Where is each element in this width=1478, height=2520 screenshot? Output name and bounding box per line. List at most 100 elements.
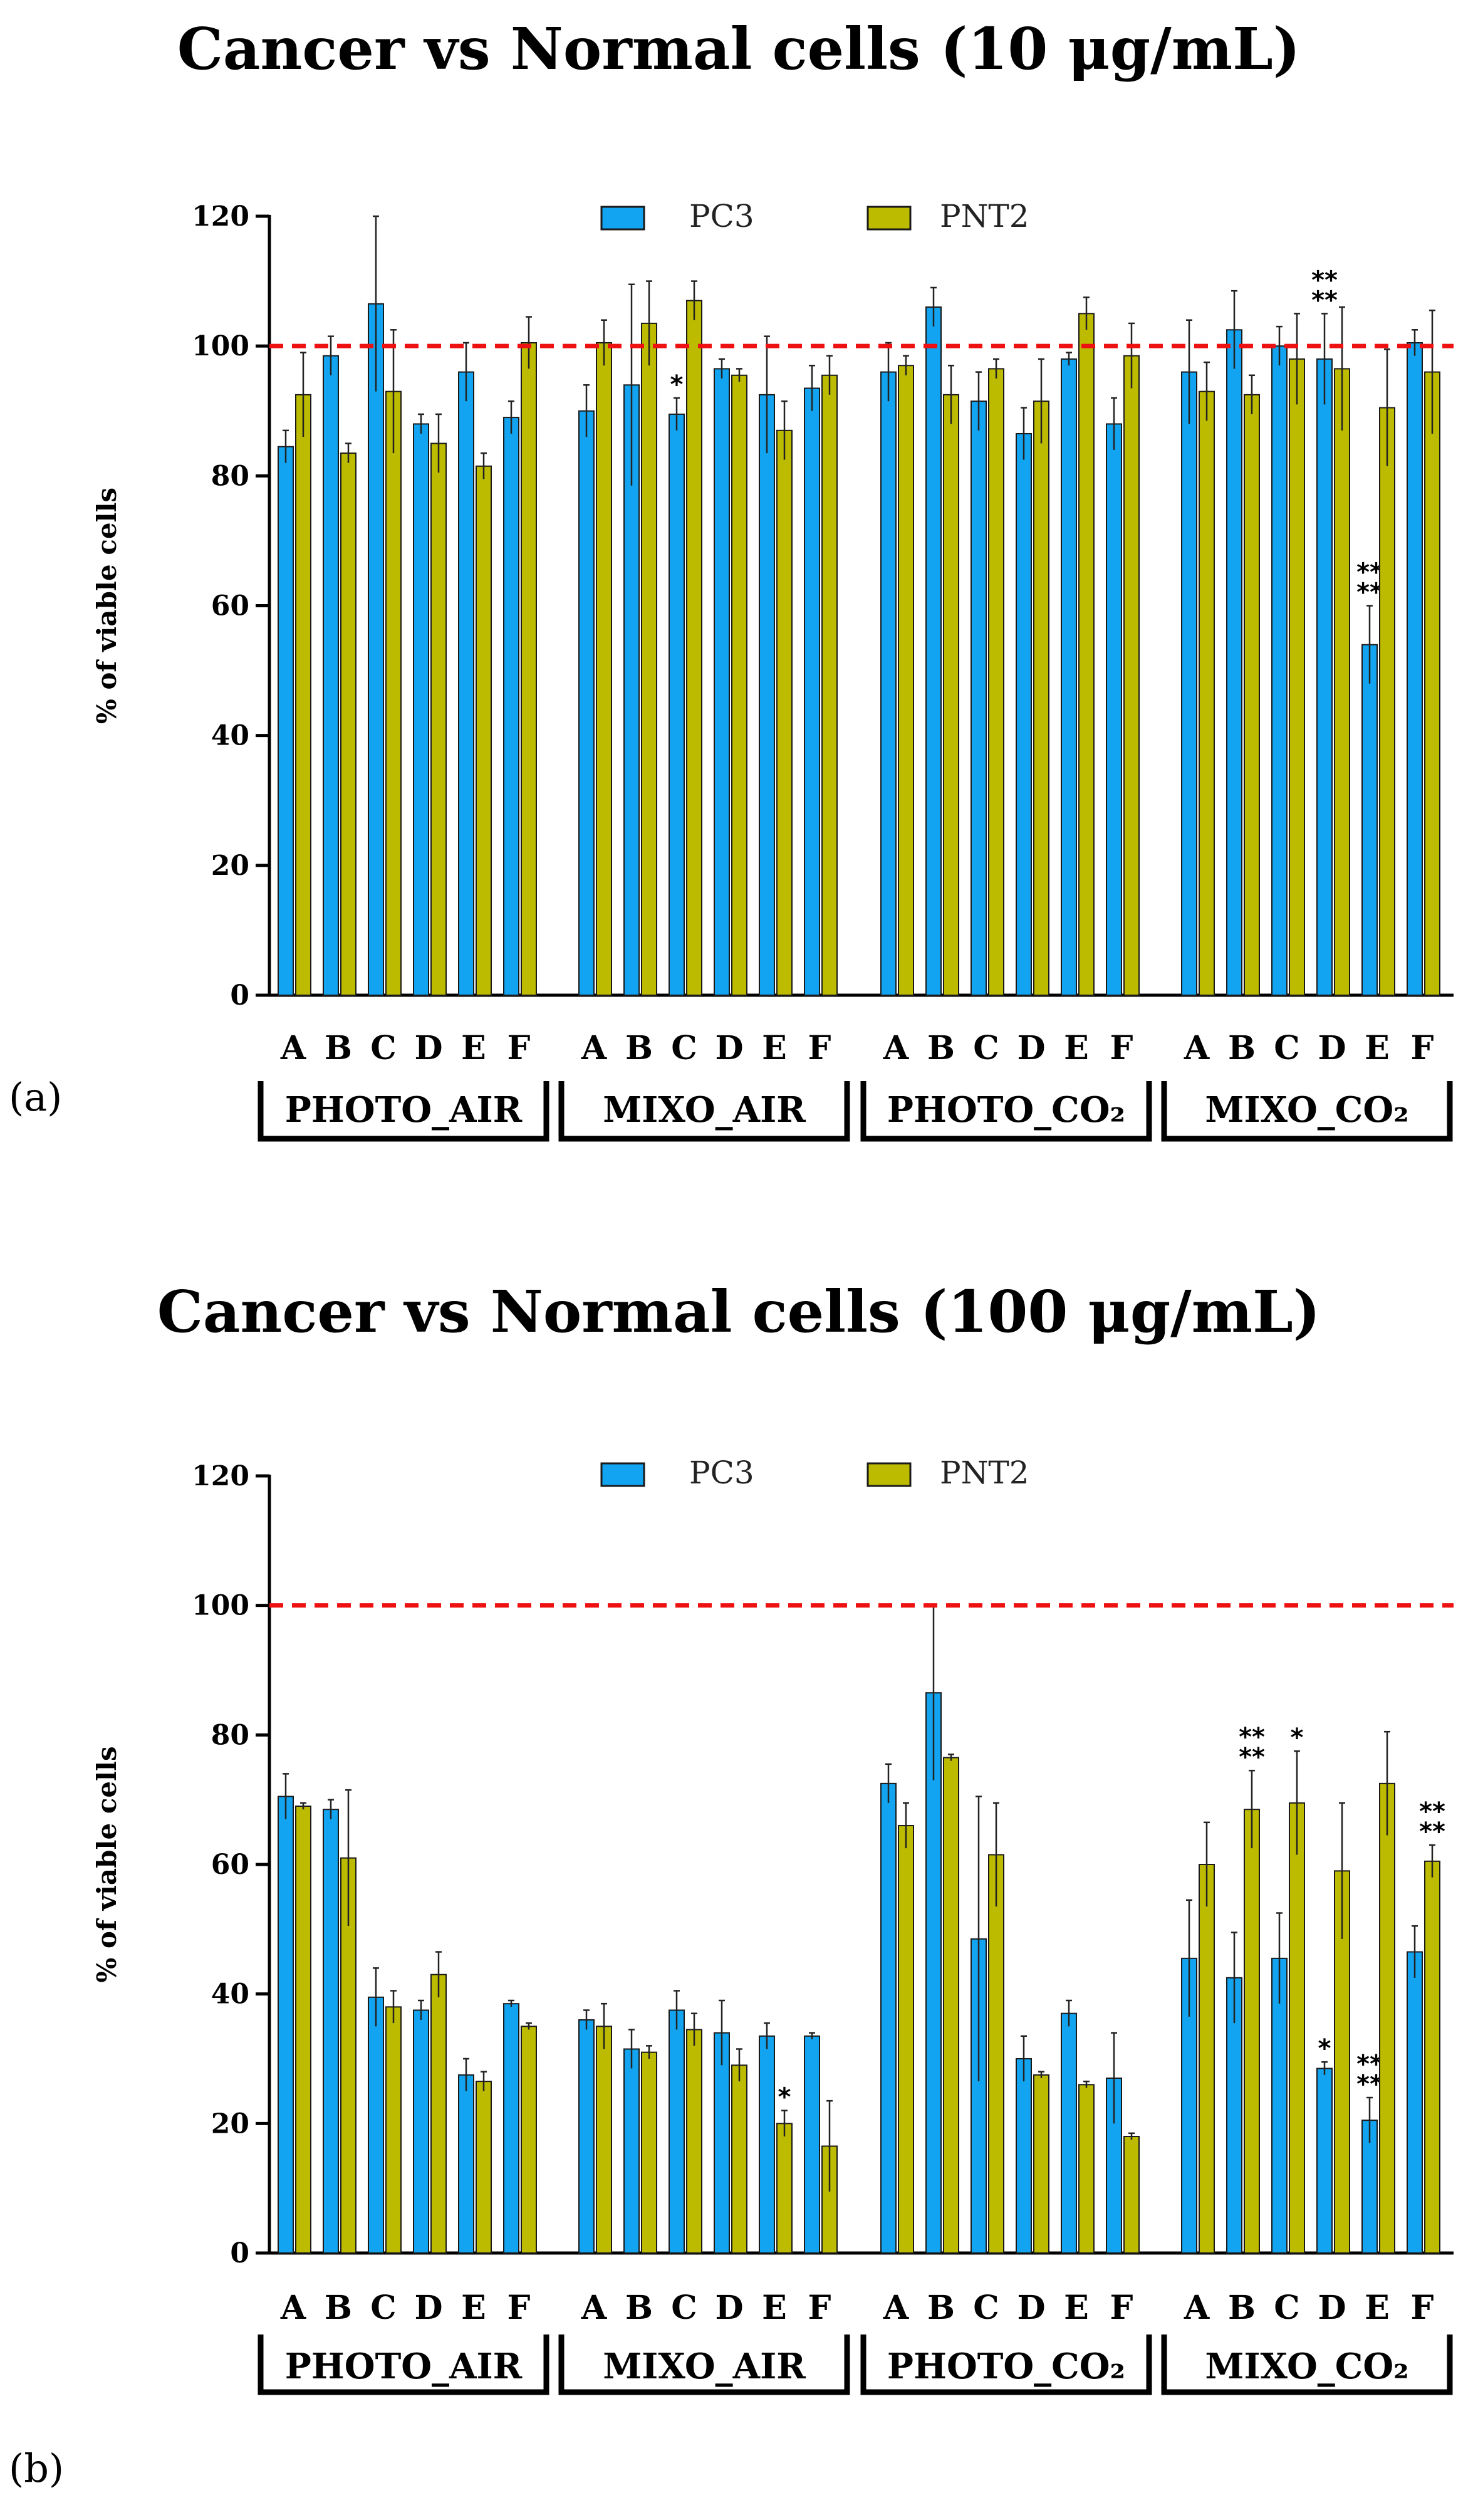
chart-title: Cancer vs Normal cells (10 μg/mL) <box>177 15 1301 83</box>
y-tick-label: 120 <box>192 201 249 233</box>
category-label: F <box>507 1029 531 1067</box>
bar-pc3 <box>578 2019 595 2254</box>
bar-pnt2 <box>1244 394 1260 996</box>
bar-pnt2 <box>731 374 747 996</box>
bar-pc3 <box>669 2009 685 2254</box>
category-label: C <box>671 2289 697 2327</box>
category-label: B <box>927 1029 955 1067</box>
group-bracket <box>860 1081 1152 1142</box>
significance-marker: ** <box>1419 1797 1445 1826</box>
category-label: B <box>927 2289 955 2327</box>
y-tick-label: 20 <box>211 850 249 882</box>
group-label: PHOTO_AIR <box>285 2346 523 2387</box>
group-bracket <box>860 2334 1152 2395</box>
significance-marker: * <box>778 2083 791 2112</box>
bar-pc3 <box>323 1809 339 2254</box>
category-label: B <box>325 2289 352 2327</box>
bar-pc3 <box>1061 2012 1077 2254</box>
bar-pc3 <box>1271 345 1288 996</box>
category-label: A <box>280 2289 306 2327</box>
y-tick-label: 80 <box>211 460 249 492</box>
bar-pnt2 <box>430 1974 447 2254</box>
category-label: E <box>762 2289 787 2327</box>
bar-pnt2 <box>686 2029 702 2254</box>
bar-pc3 <box>278 1796 294 2254</box>
group-label: MIXO_AIR <box>603 2346 806 2387</box>
y-axis-label: % of viable cells <box>91 1746 122 1982</box>
bar-pnt2 <box>596 2026 612 2254</box>
category-label: B <box>1228 1029 1256 1067</box>
bar-pc3 <box>880 1782 897 2254</box>
bar-pnt2 <box>1424 1860 1440 2254</box>
significance-marker: ** <box>1239 1743 1265 1772</box>
category-label: B <box>1228 2289 1256 2327</box>
category-label: E <box>1064 1029 1089 1067</box>
legend-swatch-pnt2 <box>867 1462 912 1487</box>
bar-pnt2 <box>1334 368 1350 996</box>
bar-pnt2 <box>776 429 793 996</box>
legend-swatch-pnt2 <box>867 206 912 231</box>
bar-pnt2 <box>988 1854 1004 2254</box>
bar-pc3 <box>759 2035 775 2254</box>
category-label: D <box>1318 1029 1346 1067</box>
significance-marker: ** <box>1356 2050 1383 2079</box>
bar-pc3 <box>1316 2068 1333 2254</box>
category-label: F <box>1411 1029 1434 1067</box>
legend-label-pc3: PC3 <box>689 1455 754 1491</box>
category-label: B <box>325 1029 352 1067</box>
bar-pnt2 <box>898 1825 914 2254</box>
category-label: E <box>762 1029 787 1067</box>
bar-pc3 <box>1106 423 1122 996</box>
bar-pnt2 <box>943 1757 959 2254</box>
significance-marker: ** <box>1419 1817 1445 1846</box>
significance-marker: ** <box>1356 578 1383 607</box>
category-label: C <box>973 2289 999 2327</box>
y-tick-label: 100 <box>192 1590 249 1622</box>
bar-pc3 <box>880 371 897 996</box>
category-label: F <box>1411 2289 1434 2327</box>
bar-pnt2 <box>340 452 356 996</box>
bar-pnt2 <box>1379 407 1395 996</box>
bar-pnt2 <box>731 2064 747 2254</box>
category-label: D <box>1318 2289 1346 2327</box>
y-tick-label: 80 <box>211 1719 249 1751</box>
bar-pc3 <box>971 400 987 996</box>
category-label: D <box>715 1029 743 1067</box>
y-tick-label: 60 <box>211 590 249 622</box>
bar-pc3 <box>623 384 640 996</box>
y-tick-label: 40 <box>211 1979 249 2010</box>
significance-marker: * <box>1318 2034 1331 2063</box>
category-label: B <box>625 2289 653 2327</box>
y-tick-label: 0 <box>230 980 249 1012</box>
category-label: E <box>461 1029 486 1067</box>
bar-pc3 <box>1016 2058 1032 2254</box>
category-label: C <box>370 2289 396 2327</box>
bar-pnt2 <box>1033 400 1049 996</box>
bar-pnt2 <box>430 442 447 996</box>
y-axis-label: % of viable cells <box>91 488 122 724</box>
category-label: F <box>507 2289 531 2327</box>
bar-pnt2 <box>1123 355 1140 996</box>
category-label: E <box>1365 2289 1390 2327</box>
group-bracket <box>1161 1081 1453 1142</box>
group-label: MIXO_CO₂ <box>1205 1089 1408 1131</box>
panel-label: (b) <box>9 2445 64 2491</box>
bar-pnt2 <box>1379 1782 1395 2254</box>
category-label: F <box>1110 2289 1133 2327</box>
category-label: D <box>1017 2289 1045 2327</box>
group-bracket <box>558 2334 850 2395</box>
category-label: C <box>671 1029 697 1067</box>
bar-pnt2 <box>295 1806 311 2254</box>
significance-marker: * <box>1291 1723 1304 1752</box>
group-label: MIXO_CO₂ <box>1205 2346 1408 2387</box>
bar-pc3 <box>669 413 685 996</box>
bar-pc3 <box>1016 433 1032 996</box>
category-label: C <box>973 1029 999 1067</box>
bar-pc3 <box>413 423 429 996</box>
group-label: MIXO_AIR <box>603 1089 806 1131</box>
y-tick-label: 0 <box>230 2237 249 2269</box>
bar-pnt2 <box>1289 358 1305 996</box>
y-tick-label: 40 <box>211 720 249 752</box>
category-label: F <box>808 1029 831 1067</box>
bar-pc3 <box>458 371 474 996</box>
